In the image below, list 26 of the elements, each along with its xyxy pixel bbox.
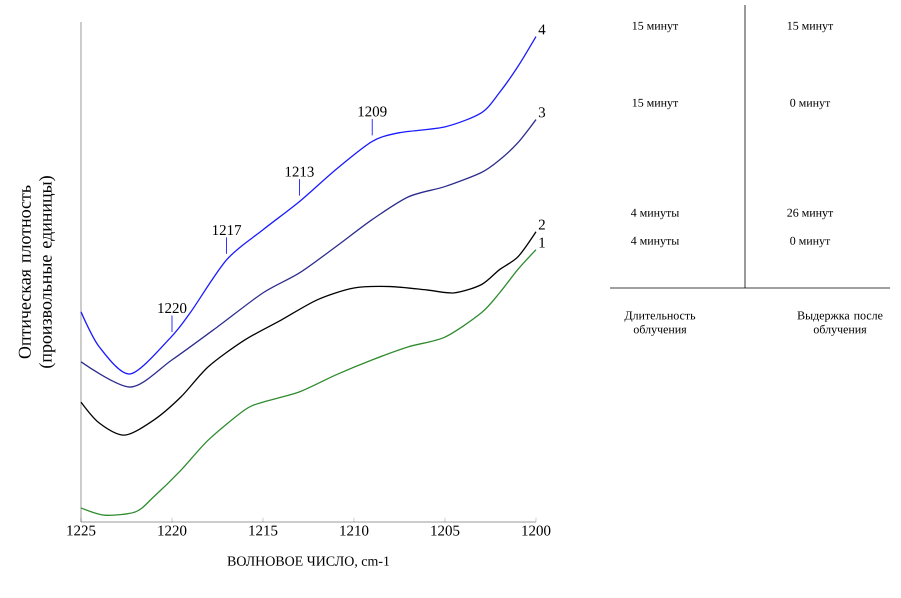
x-axis-title: ВОЛНОВОЕ ЧИСЛО, cm-1 bbox=[227, 556, 390, 568]
text: 4 минуты bbox=[630, 208, 680, 220]
text: 15 минут bbox=[632, 98, 678, 110]
series-label: 2 bbox=[538, 220, 545, 230]
x-tick-label: 1225 bbox=[67, 526, 96, 536]
text: 0 минут bbox=[790, 236, 830, 248]
annotation: 1209 bbox=[358, 106, 387, 117]
text: 15 минут bbox=[788, 22, 834, 32]
text: 26 минут bbox=[787, 208, 834, 220]
x-tick-label: 1205 bbox=[431, 526, 460, 536]
series-label: 1 bbox=[540, 238, 545, 248]
text: Выдержка после облучения bbox=[797, 312, 883, 336]
x-tick-label: 1215 bbox=[249, 526, 278, 536]
text: 4 минуты bbox=[630, 236, 680, 248]
series-label: 4 bbox=[538, 24, 546, 34]
x-tick-label: 1220 bbox=[158, 526, 186, 536]
text: 0 минут bbox=[790, 98, 830, 110]
annotation: 1213 bbox=[286, 166, 314, 177]
x-tick-label: 1200 bbox=[522, 526, 550, 536]
series-label: 3 bbox=[538, 107, 546, 118]
y-axis-title: Оптическая плотность (произвольные единицы) bbox=[18, 176, 56, 368]
text: 15 минут bbox=[632, 22, 678, 32]
annotation: 1217 bbox=[212, 225, 242, 235]
text: Длительность облучения bbox=[624, 312, 696, 336]
x-tick-label: 1210 bbox=[340, 526, 368, 536]
annotation: 1220 bbox=[158, 303, 186, 314]
